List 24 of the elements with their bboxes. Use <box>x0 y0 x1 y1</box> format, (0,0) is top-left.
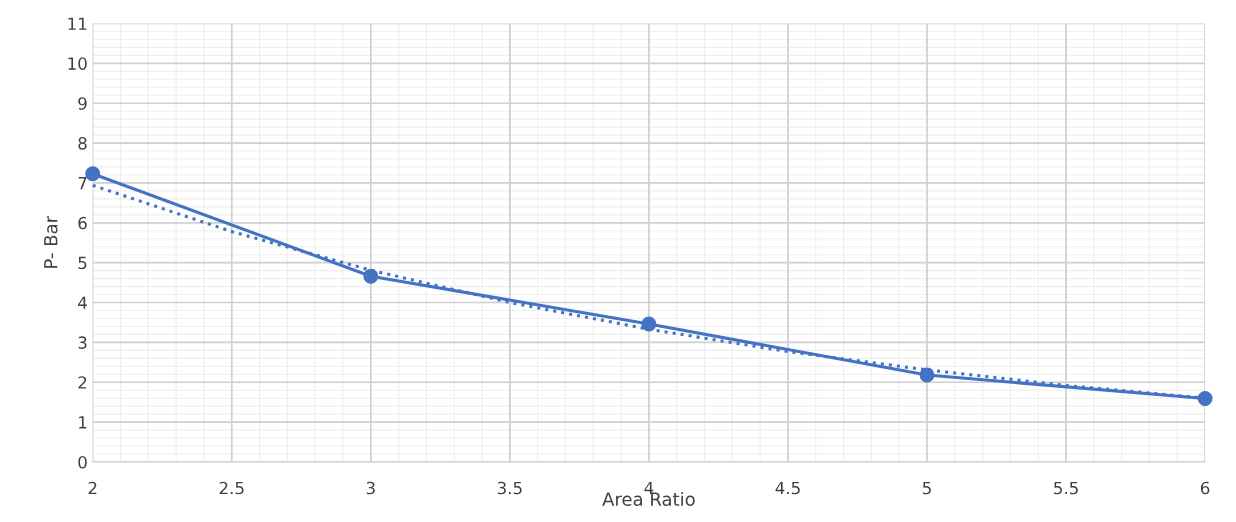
x-tick-label: 2.5 <box>219 481 244 495</box>
y-tick-label: 4 <box>78 296 87 309</box>
point <box>1197 391 1213 407</box>
y-axis-title: P- Bar <box>44 215 58 268</box>
y-tick-label: 11 <box>68 17 87 30</box>
y-tick-label: 2 <box>78 376 87 389</box>
y-tick-label: 0 <box>78 455 87 469</box>
x-tick-label: 4.5 <box>775 481 800 495</box>
y-tick-label: 7 <box>78 177 87 190</box>
y-tick-label: 6 <box>78 216 87 230</box>
x-tick-label: 2 <box>88 481 97 495</box>
point <box>85 166 101 182</box>
y-tick-label: 10 <box>68 57 87 70</box>
x-tick-label: 3.5 <box>497 481 522 495</box>
y-tick-label: 3 <box>78 336 87 349</box>
y-tick-label: 1 <box>79 416 87 429</box>
x-tick-label: 5 <box>922 481 931 495</box>
x-tick-label: 3 <box>366 481 375 495</box>
y-tick-label: 5 <box>78 256 87 270</box>
x-tick-label: 5.5 <box>1054 481 1078 495</box>
point <box>363 268 379 284</box>
x-tick-label: 6 <box>1200 481 1210 495</box>
y-tick-label: 8 <box>78 137 87 150</box>
y-tick-label: 9 <box>78 97 87 110</box>
